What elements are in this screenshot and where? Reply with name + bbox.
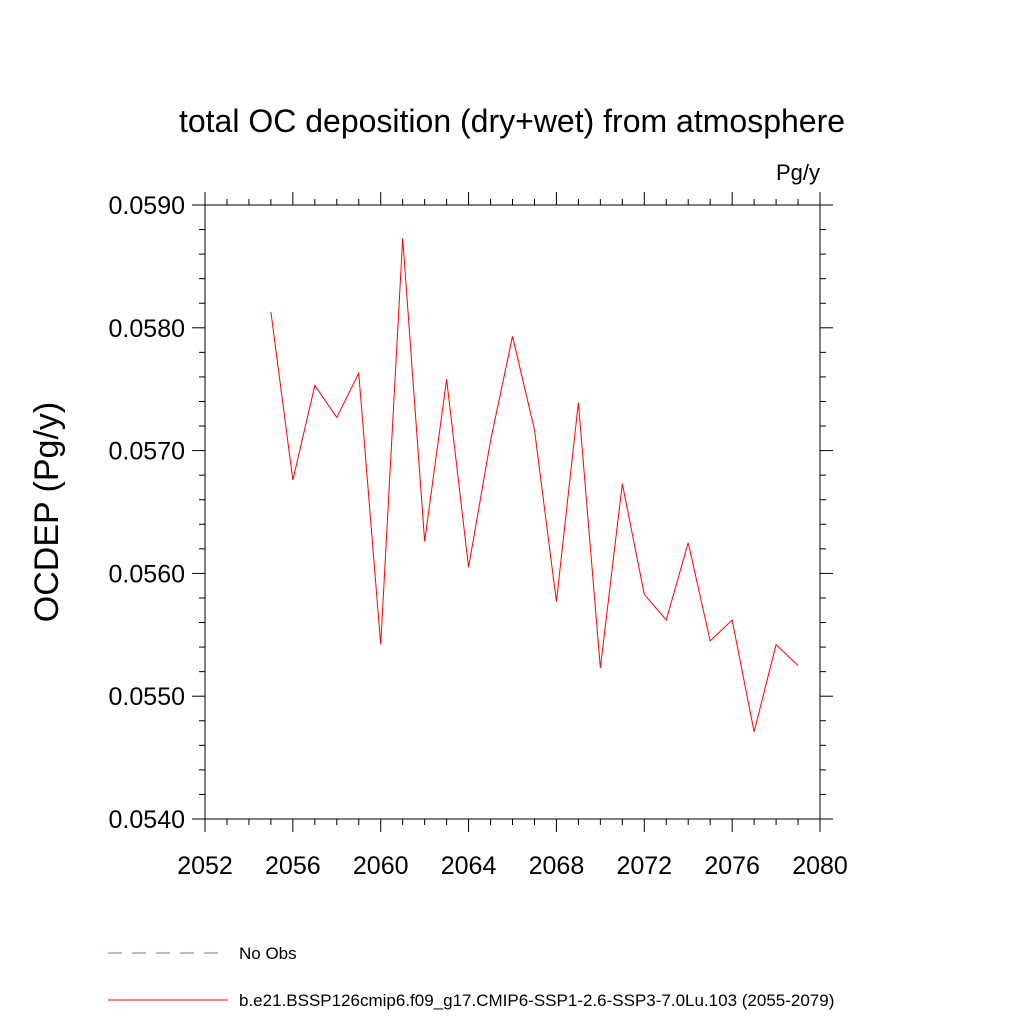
y-tick-label: 0.0540 (109, 806, 185, 834)
y-axis-ticks: 0.0540 0.0550 0.0560 0.0570 0.0580 0.0590 (109, 192, 833, 834)
y-tick-label: 0.0570 (109, 438, 185, 466)
x-tick-label: 2064 (441, 852, 497, 880)
plot-frame (204, 204, 821, 820)
x-tick-label: 2068 (529, 852, 585, 880)
x-tick-label: 2052 (177, 852, 233, 880)
chart-title: total OC deposition (dry+wet) from atmos… (179, 103, 845, 139)
x-tick-label: 2056 (265, 852, 321, 880)
series-line (270, 238, 799, 732)
x-tick-label: 2080 (792, 852, 848, 880)
legend-label: No Obs (239, 944, 297, 963)
units-label: Pg/y (776, 160, 820, 185)
y-tick-label: 0.0590 (109, 192, 185, 220)
y-tick-label: 0.0580 (109, 315, 185, 343)
x-tick-label: 2060 (353, 852, 409, 880)
y-tick-label: 0.0560 (109, 560, 185, 588)
y-axis-label: OCDEP (Pg/y) (28, 402, 66, 622)
series-layer (270, 238, 799, 732)
x-tick-label: 2072 (616, 852, 672, 880)
x-axis-ticks: 2052 2056 2060 2064 2068 2072 2076 2080 (177, 192, 848, 880)
legend-label: b.e21.BSSP126cmip6.f09_g17.CMIP6-SSP1-2.… (239, 991, 834, 1010)
legend: No Obs b.e21.BSSP126cmip6.f09_g17.CMIP6-S… (108, 944, 834, 1010)
y-tick-label: 0.0550 (109, 683, 185, 711)
x-tick-label: 2076 (704, 852, 760, 880)
